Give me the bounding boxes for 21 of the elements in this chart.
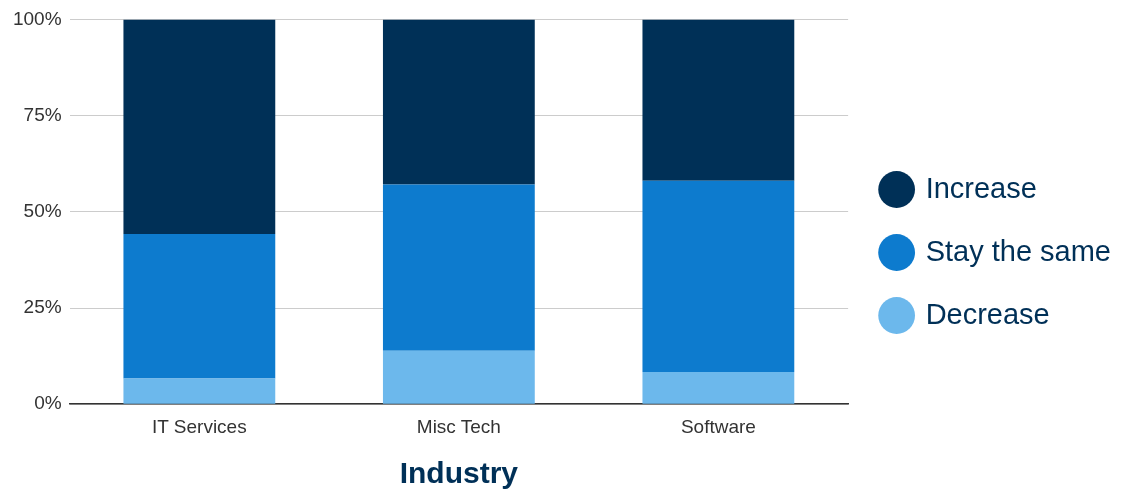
bar xyxy=(382,184,535,351)
bar xyxy=(642,19,795,181)
bar xyxy=(382,19,535,185)
bar xyxy=(123,378,276,404)
x-tick-label: Misc Tech xyxy=(416,415,501,437)
legend-label: Increase xyxy=(925,171,1037,204)
bar xyxy=(642,371,795,404)
y-tick-label: 75% xyxy=(23,103,62,125)
bar xyxy=(123,234,276,379)
x-tick-label: Software xyxy=(680,415,756,437)
bar xyxy=(123,19,276,235)
y-tick-label: 100% xyxy=(12,7,62,29)
x-tick-label: IT Services xyxy=(152,415,247,437)
legend-label: Decrease xyxy=(925,297,1050,330)
bar xyxy=(642,180,795,372)
y-tick-label: 0% xyxy=(34,392,62,414)
legend-label: Stay the same xyxy=(925,234,1111,267)
y-tick-label: 50% xyxy=(23,200,62,222)
y-tick-label: 25% xyxy=(23,296,62,318)
x-axis-title: Industry xyxy=(399,456,519,490)
bar xyxy=(382,350,535,404)
